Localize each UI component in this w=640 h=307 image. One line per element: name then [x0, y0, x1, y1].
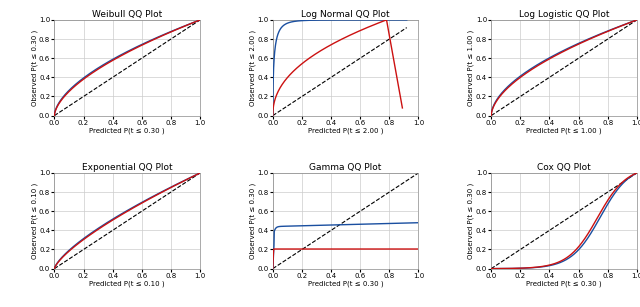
- Y-axis label: Observed P(t ≤ 0.30 ): Observed P(t ≤ 0.30 ): [468, 183, 474, 259]
- Title: Gamma QQ Plot: Gamma QQ Plot: [309, 163, 382, 172]
- Y-axis label: Observed P(t ≤ 0.30 ): Observed P(t ≤ 0.30 ): [250, 183, 256, 259]
- X-axis label: Predicted P(t ≤ 0.30 ): Predicted P(t ≤ 0.30 ): [90, 127, 165, 134]
- X-axis label: Predicted P(t ≤ 0.30 ): Predicted P(t ≤ 0.30 ): [526, 280, 602, 287]
- X-axis label: Predicted P(t ≤ 0.10 ): Predicted P(t ≤ 0.10 ): [90, 280, 165, 287]
- X-axis label: Predicted P(t ≤ 1.00 ): Predicted P(t ≤ 1.00 ): [526, 127, 602, 134]
- Y-axis label: Observed P(t ≤ 0.30 ): Observed P(t ≤ 0.30 ): [31, 30, 38, 106]
- X-axis label: Predicted P(t ≤ 0.30 ): Predicted P(t ≤ 0.30 ): [308, 280, 383, 287]
- Title: Weibull QQ Plot: Weibull QQ Plot: [92, 10, 163, 19]
- Title: Log Normal QQ Plot: Log Normal QQ Plot: [301, 10, 390, 19]
- Title: Log Logistic QQ Plot: Log Logistic QQ Plot: [519, 10, 609, 19]
- Title: Exponential QQ Plot: Exponential QQ Plot: [82, 163, 173, 172]
- Title: Cox QQ Plot: Cox QQ Plot: [537, 163, 591, 172]
- Y-axis label: Observed P(t ≤ 2.00 ): Observed P(t ≤ 2.00 ): [250, 30, 256, 106]
- X-axis label: Predicted P(t ≤ 2.00 ): Predicted P(t ≤ 2.00 ): [308, 127, 383, 134]
- Y-axis label: Observed P(t ≤ 1.00 ): Observed P(t ≤ 1.00 ): [468, 30, 474, 106]
- Y-axis label: Observed P(t ≤ 0.10 ): Observed P(t ≤ 0.10 ): [31, 183, 38, 259]
